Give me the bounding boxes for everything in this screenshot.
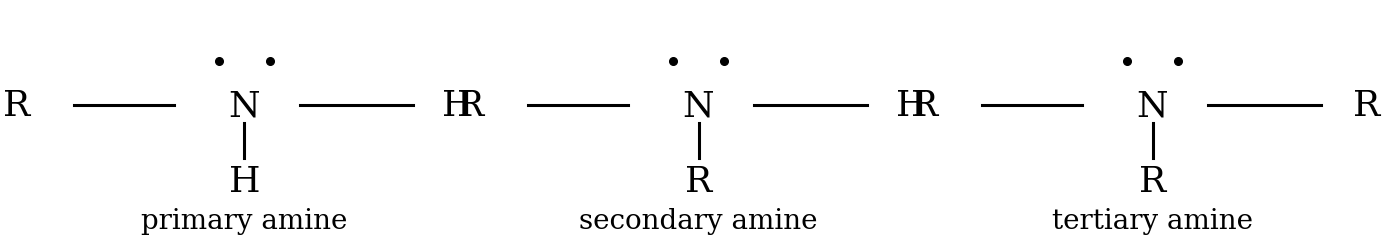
Text: R: R — [911, 89, 939, 123]
Text: N: N — [683, 89, 714, 123]
Text: R: R — [1139, 165, 1166, 198]
Text: N: N — [1137, 89, 1168, 123]
Text: R: R — [3, 89, 31, 123]
Text: H: H — [229, 165, 260, 198]
Text: H: H — [897, 89, 928, 123]
Text: primary amine: primary amine — [141, 207, 348, 234]
Text: R: R — [457, 89, 485, 123]
Text: N: N — [229, 89, 260, 123]
Text: R: R — [685, 165, 712, 198]
Text: secondary amine: secondary amine — [580, 207, 817, 234]
Text: R: R — [1352, 89, 1380, 123]
Text: tertiary amine: tertiary amine — [1052, 207, 1253, 234]
Text: H: H — [443, 89, 474, 123]
